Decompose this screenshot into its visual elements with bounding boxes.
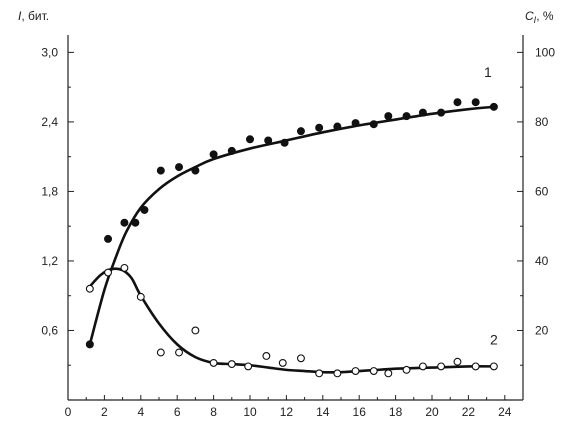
series-2-point bbox=[384, 369, 393, 378]
series-1-curve bbox=[88, 105, 496, 346]
x-ticks: 0 2 4 6 8 10 12 14 16 18 20 22 24 bbox=[65, 395, 524, 419]
x-tick-label: 14 bbox=[316, 405, 330, 419]
series-2-point bbox=[227, 360, 236, 369]
x-tick-label: 6 bbox=[174, 405, 181, 419]
y-right-tick-label: 100 bbox=[535, 45, 555, 59]
series-points bbox=[85, 98, 498, 378]
series-1-label: 1 bbox=[484, 64, 492, 80]
series-2-point bbox=[418, 362, 427, 371]
y-left-tick-label: 3,0 bbox=[41, 45, 58, 59]
y-left-axis-title: I, бит. bbox=[18, 9, 49, 23]
series-2-point bbox=[85, 284, 94, 293]
series-1-point bbox=[227, 146, 236, 155]
series-1-point bbox=[280, 138, 289, 147]
series-2-point bbox=[437, 362, 446, 371]
series-2-point bbox=[244, 362, 253, 371]
series-1-point bbox=[471, 98, 480, 107]
series-2-point bbox=[209, 358, 218, 367]
x-tick-label: 2 bbox=[101, 405, 108, 419]
series-1-point bbox=[175, 163, 184, 172]
series-2-point bbox=[333, 369, 342, 378]
series-2-point bbox=[489, 362, 498, 371]
y-left-tick-label: 1,2 bbox=[41, 254, 58, 268]
series-1-point bbox=[369, 120, 378, 129]
series-2-point bbox=[453, 357, 462, 366]
y-left-tick-label: 0,6 bbox=[41, 323, 58, 337]
y-right-tick-label: 60 bbox=[535, 184, 549, 198]
series-1-point bbox=[384, 112, 393, 121]
series-2-point bbox=[278, 358, 287, 367]
series-1-point bbox=[120, 218, 129, 227]
series-1-point bbox=[296, 127, 305, 136]
series-1-point bbox=[156, 166, 165, 175]
series-2-point bbox=[191, 326, 200, 335]
x-tick-label: 16 bbox=[353, 405, 367, 419]
x-tick-label: 8 bbox=[210, 405, 217, 419]
series-2-point bbox=[471, 362, 480, 371]
series-2-point bbox=[104, 268, 112, 277]
x-tick-label: 18 bbox=[389, 405, 403, 419]
x-tick-label: 10 bbox=[243, 405, 257, 419]
y-left-tick-label: 2,4 bbox=[41, 115, 58, 129]
series-1-point bbox=[85, 340, 94, 349]
x-tick-label: 22 bbox=[462, 405, 476, 419]
series-1-point bbox=[402, 112, 411, 121]
series-1-point bbox=[264, 136, 273, 145]
series-2-curve bbox=[88, 267, 496, 374]
series-curves bbox=[88, 105, 496, 374]
series-1-point bbox=[140, 205, 149, 214]
series-1-point bbox=[191, 166, 200, 175]
series-1-point bbox=[351, 119, 360, 128]
series-2-point bbox=[262, 352, 271, 360]
series-2-point bbox=[315, 369, 324, 378]
series-1-point bbox=[209, 150, 218, 159]
series-2-point bbox=[156, 348, 165, 357]
series-1-point bbox=[437, 108, 446, 117]
series-2-point bbox=[297, 354, 305, 363]
x-tick-label: 4 bbox=[137, 405, 144, 419]
y-left-tick-label: 1,8 bbox=[41, 184, 58, 198]
series-2-label: 2 bbox=[490, 331, 498, 347]
series-2-point bbox=[351, 367, 360, 375]
series-2-point bbox=[136, 292, 145, 301]
x-tick-label: 0 bbox=[65, 405, 72, 419]
series-1-point bbox=[489, 102, 498, 111]
x-tick-label: 24 bbox=[498, 405, 512, 419]
chart-axes bbox=[67, 35, 524, 401]
series-1-point bbox=[453, 98, 462, 107]
y-left-ticks: 0,6 1,2 1,8 2,4 3,0 bbox=[41, 45, 74, 366]
x-tick-label: 12 bbox=[280, 405, 294, 419]
series-labels: 12 bbox=[484, 64, 498, 348]
y-right-tick-label: 40 bbox=[535, 254, 549, 268]
series-2-point bbox=[175, 348, 183, 357]
series-1-point bbox=[333, 122, 342, 131]
series-1-point bbox=[315, 123, 324, 132]
series-2-point bbox=[369, 367, 378, 375]
series-2-point bbox=[120, 263, 129, 272]
series-1-point bbox=[131, 218, 140, 227]
series-2-point bbox=[402, 365, 411, 374]
y-right-ticks: 20 40 60 80 100 bbox=[517, 45, 555, 366]
x-tick-label: 20 bbox=[425, 405, 439, 419]
series-1-point bbox=[418, 108, 427, 117]
y-right-axis-title: CI, % bbox=[525, 9, 554, 25]
series-1-point bbox=[245, 135, 254, 144]
y-right-tick-label: 80 bbox=[535, 115, 549, 129]
y-right-tick-label: 20 bbox=[535, 323, 549, 337]
series-1-point bbox=[104, 234, 113, 243]
